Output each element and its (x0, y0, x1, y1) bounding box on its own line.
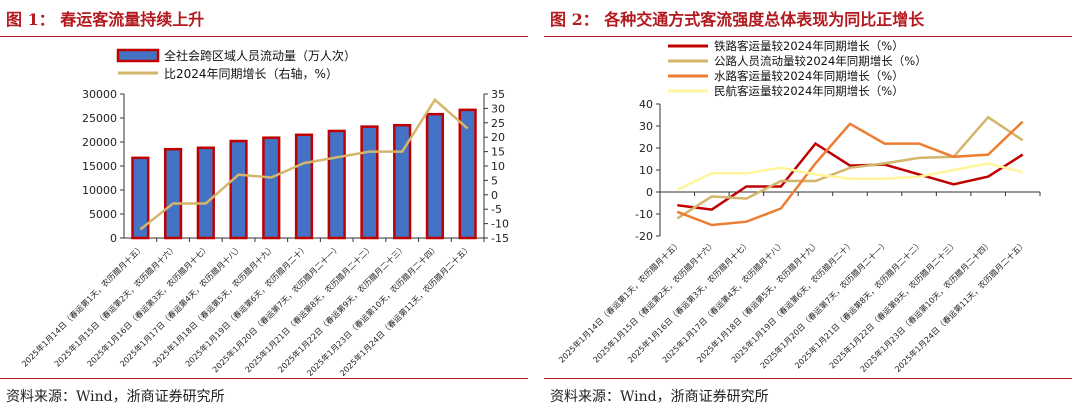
legend-bar-label: 全社会跨区域人员流动量（万人次） (164, 48, 356, 63)
bar (262, 136, 281, 240)
figure-2-panel: 图 2： 各种交通方式客流强度总体表现为同比正增长 -20 -10 0 10 20 30 4… (544, 0, 1076, 420)
figure-2-bottom-rule (544, 378, 1072, 379)
bar (360, 125, 379, 240)
bar (393, 123, 412, 240)
y-tick-label: 0 (646, 186, 653, 199)
right-y-tick-label: -15 (491, 232, 509, 245)
y-tick-label: -20 (635, 230, 653, 243)
left-y-tick-label: 25000 (82, 112, 117, 125)
right-y-tick-label: 25 (491, 117, 505, 130)
series-line-4 (676, 162, 1024, 191)
left-y-tick-label: 5000 (89, 208, 117, 221)
right-y-tick-label: -10 (491, 218, 509, 231)
x-tick-label: 2025年1月19日（春运第6天，农历腊月二十） (183, 242, 309, 368)
bar (327, 129, 346, 240)
x-tick-label: 2025年1月16日（春运第3天，农历腊月十七） (625, 238, 751, 364)
x-tick-label: 2025年1月21日（春运第8天，农历腊月二十二） (792, 238, 924, 370)
x-tick-label: 2025年1月15日（春运第2天，农历腊月十六） (52, 242, 178, 368)
x-tick-label: 2025年1月22日（春运第9天，农历腊月二十三） (827, 238, 959, 370)
figure-1-title: 图 1： 春运客流量持续上升 (6, 10, 205, 29)
y-tick-label: 10 (639, 164, 653, 177)
bar (229, 139, 248, 240)
series-line-1 (677, 141, 1024, 211)
figure-2-top-rule (544, 36, 1072, 37)
left-y-tick-label: 15000 (82, 160, 117, 173)
x-tick-label: 2025年1月14日（春运第1天，农历腊月十五） (19, 242, 145, 368)
x-tick-label: 2025年1月16日（春运第3天，农历腊月十七） (85, 242, 211, 368)
bar (163, 147, 183, 240)
legend-label-2: 公路人员流动量较2024年同期增长（%） (714, 54, 927, 68)
x-tick-label: 2025年1月17日（春运第4天，农历腊月十八） (118, 242, 244, 368)
right-y-tick-label: -5 (491, 203, 502, 216)
series-line-3 (676, 120, 1024, 227)
left-y-tick-label: 20000 (82, 136, 117, 149)
left-y-tick-label: 10000 (82, 184, 117, 197)
legend-line-label: 比2024年同期增长（右轴，%） (164, 66, 338, 81)
legend-label-1: 铁路客运量较2024年同期增长（%） (714, 39, 904, 53)
y-tick-label: 30 (639, 120, 653, 133)
bar (131, 156, 150, 240)
figure-1-source: 资料来源：Wind，浙商证券研究所 (6, 389, 225, 405)
y-tick-label: 20 (639, 142, 653, 155)
x-tick-label: 2025年1月17日（春运第4天，农历腊月十八） (660, 238, 786, 364)
y-tick-label: 40 (639, 98, 653, 111)
legend-label-3: 水路客运量较2024年同期增长（%） (714, 69, 904, 83)
bar (196, 146, 215, 240)
bar (425, 112, 445, 240)
growth-line (139, 97, 469, 231)
x-tick-label: 2025年1月18日（春运第5天，农历腊月十九） (694, 238, 820, 364)
figure-1-panel: 图 1： 春运客流量持续上升 0 5000 10000 15000 20000 25000… (0, 0, 532, 420)
figure-2-chart: -20-100102030402025年1月14日（春运第1天，农历腊月十五）2… (556, 39, 1041, 374)
right-y-tick-label: 35 (491, 88, 505, 101)
left-y-tick-label: 0 (110, 232, 117, 245)
x-tick-label: 2025年1月20日（春运第7天，农历腊月二十一） (758, 238, 890, 370)
right-y-tick-label: 20 (491, 131, 505, 144)
figure-2-title: 图 2： 各种交通方式客流强度总体表现为同比正增长 (550, 10, 925, 29)
right-y-tick-label: 5 (491, 174, 498, 187)
figure-1-top-rule (0, 36, 528, 37)
right-y-tick-label: 0 (491, 189, 498, 202)
right-y-tick-label: 30 (491, 102, 505, 115)
x-tick-label: 2025年1月24日（春运第11天，农历腊月二十五） (893, 238, 1029, 374)
bar (458, 108, 477, 240)
x-tick-label: 2025年1月14日（春运第1天，农历腊月十五） (556, 238, 682, 364)
series-line-2 (676, 115, 1024, 220)
figure-1-bottom-rule (0, 378, 528, 379)
right-y-tick-label: 10 (491, 160, 505, 173)
legend-bar-swatch (116, 48, 160, 63)
x-tick-label: 2025年1月18日（春运第5天，农历腊月十九） (150, 242, 276, 368)
figure-2-source: 资料来源：Wind，浙商证券研究所 (550, 389, 769, 405)
left-y-tick-label: 30000 (82, 88, 117, 101)
right-y-tick-label: 15 (491, 146, 505, 159)
legend-label-4: 民航客运量较2024年同期增长（%） (714, 84, 904, 98)
x-tick-label: 2025年1月23日（春运第10天，农历腊月二十四） (858, 238, 994, 374)
bar (294, 133, 314, 240)
figure-1-chart: 050001000015000200002500030000-15-10-505… (19, 48, 509, 378)
x-tick-label: 2025年1月19日（春运第6天，农历腊月二十） (729, 238, 855, 364)
x-tick-label: 2025年1月15日（春运第2天，农历腊月十六） (591, 238, 717, 364)
y-tick-label: -10 (635, 208, 653, 221)
